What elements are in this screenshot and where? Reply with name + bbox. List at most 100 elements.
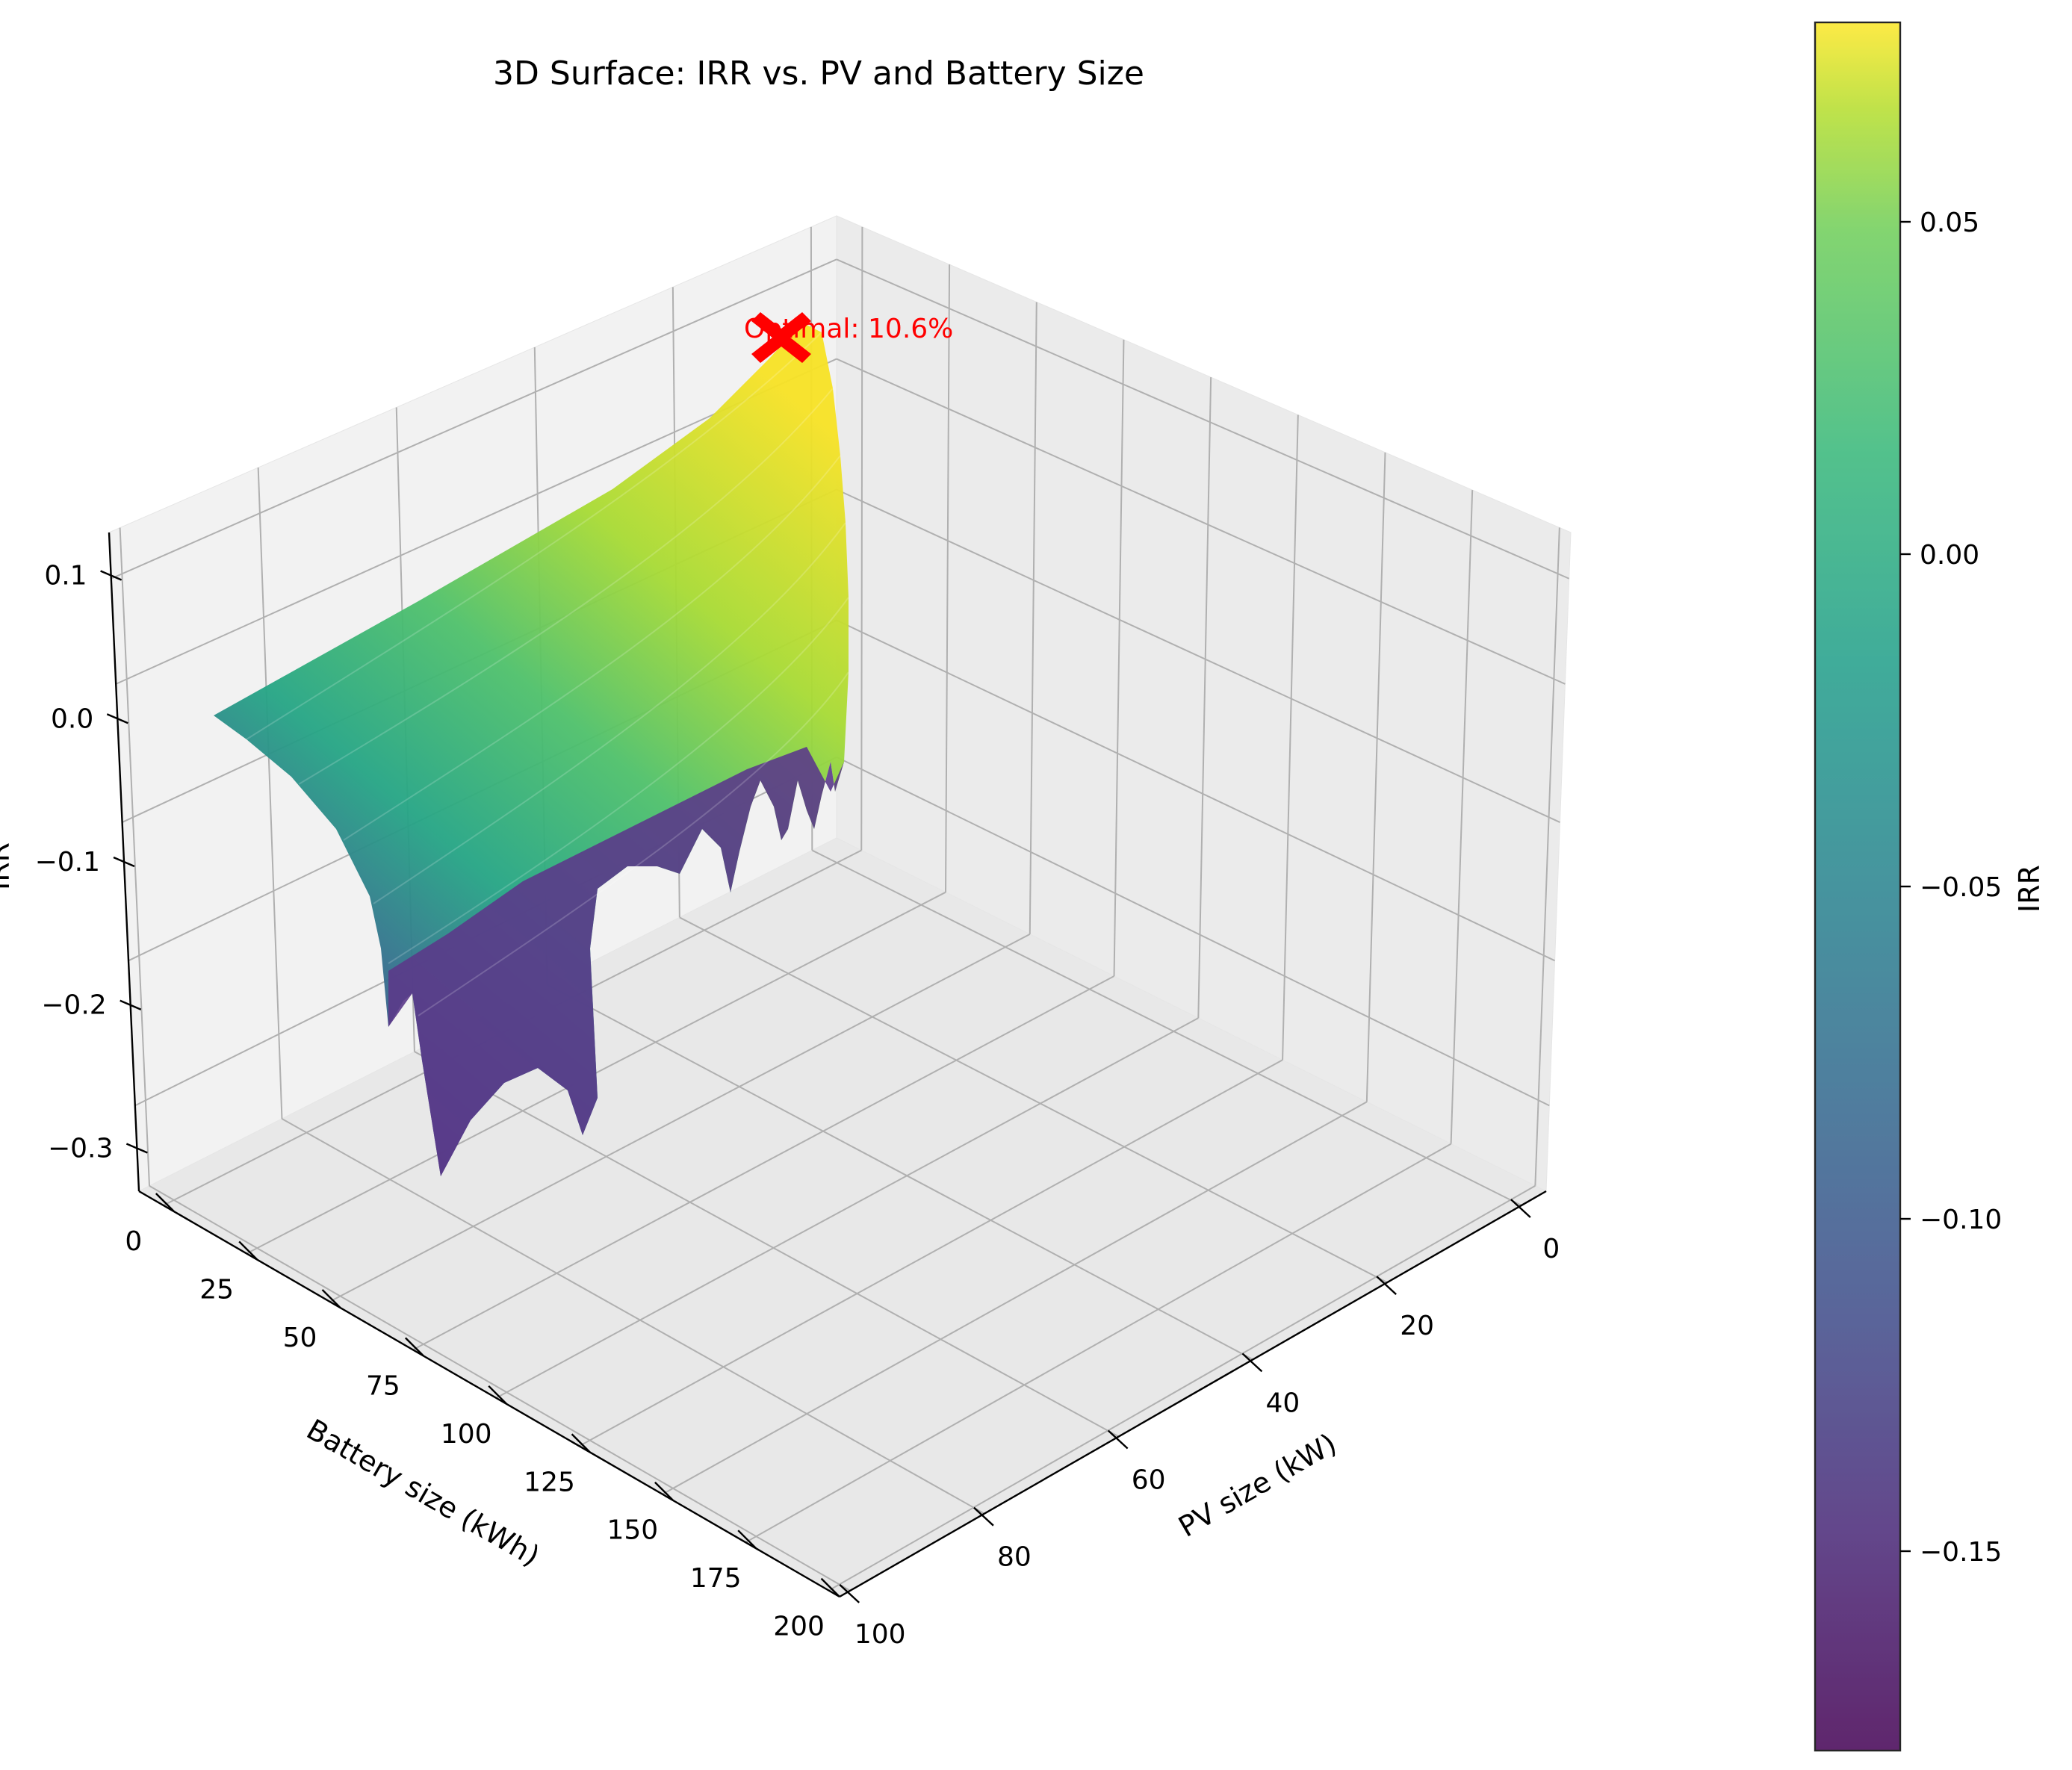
optimum-marker: Optimal: 10.6% <box>744 312 953 363</box>
battery-gridline <box>860 226 863 851</box>
pv-gridline <box>149 1185 851 1592</box>
battery-gridline <box>1365 452 1386 1102</box>
z-tick-mark <box>113 856 135 868</box>
battery-gridline <box>745 1143 1452 1544</box>
surface-front-drop <box>388 747 844 1176</box>
battery-axis-label: Battery size (kWh) <box>301 1413 545 1573</box>
colorbar: 0.05 0.00 −0.05 −0.10 −0.15 IRR <box>1814 21 2046 1752</box>
rib <box>388 597 849 964</box>
surface-mesh <box>214 323 849 1176</box>
z-gridline <box>836 756 1550 1107</box>
z-tick-label: 0.1 <box>44 561 87 591</box>
surface-ribs <box>246 332 849 1016</box>
pv-gridline <box>546 984 1253 1361</box>
colorbar-tick-label: −0.15 <box>1920 1537 2002 1568</box>
battery-gridline <box>1197 377 1212 1019</box>
battery-gridline <box>1282 414 1299 1061</box>
battery-tick-label: 100 <box>441 1419 492 1450</box>
optimum-x-icon <box>751 312 811 363</box>
z-gridline <box>836 488 1560 823</box>
battery-tick-label: 175 <box>690 1563 742 1594</box>
battery-tick-label: 200 <box>773 1612 825 1642</box>
battery-tick-label: 150 <box>607 1515 659 1546</box>
battery-axis-ticks: 0 25 50 75 100 125 150 175 200 <box>125 1193 840 1642</box>
rib <box>298 388 834 785</box>
pv-tick-label: 0 <box>1542 1234 1560 1264</box>
z-tick-mark <box>106 713 128 724</box>
pv-tick-mark <box>839 1583 860 1603</box>
pv-tick-label: 40 <box>1266 1388 1300 1418</box>
battery-gridline <box>828 1184 1536 1592</box>
pv-gridline <box>811 849 1522 1206</box>
colorbar-tick-label: −0.10 <box>1920 1205 2002 1235</box>
battery-gridline <box>579 1059 1283 1447</box>
pv-tick-mark <box>1510 1199 1531 1218</box>
z-gridline <box>836 619 1555 962</box>
z-tick-label: 0.0 <box>51 704 93 734</box>
pv-tick-label: 20 <box>1400 1311 1434 1341</box>
pv-tick-mark <box>973 1506 994 1527</box>
irr-surface <box>214 323 849 1176</box>
colorbar-tick-label: 0.00 <box>1920 540 1979 571</box>
battery-tick-label: 75 <box>366 1370 400 1401</box>
pv-gridline <box>119 527 151 1186</box>
colorbar-tick-label: −0.05 <box>1920 872 2002 903</box>
battery-tick-label: 25 <box>199 1274 234 1305</box>
pv-gridline <box>281 1118 985 1515</box>
pv-tick-mark <box>1376 1276 1397 1296</box>
colorbar-gradient <box>1814 21 1902 1752</box>
battery-gridline <box>1450 490 1474 1144</box>
z-axis-ticks: −0.3 −0.2 −0.1 0.0 0.1 <box>35 561 148 1164</box>
battery-tick-mark <box>820 1577 840 1597</box>
z-tick-label: −0.3 <box>48 1133 113 1164</box>
battery-gridline <box>495 1017 1199 1399</box>
pv-tick-label: 60 <box>1132 1465 1166 1496</box>
rib <box>373 522 846 904</box>
axes-panes <box>108 215 1572 1597</box>
battery-tick-mark <box>654 1481 674 1501</box>
pv-tick-mark <box>1241 1353 1263 1373</box>
battery-gridline <box>329 933 1031 1302</box>
pv-tick-label: 100 <box>854 1619 906 1650</box>
pv-axis-ticks: 0 20 40 60 80 100 <box>839 1199 1560 1650</box>
battery-gridline <box>1113 339 1125 977</box>
pv-tick-mark <box>1107 1429 1129 1450</box>
chart-title: 3D Surface: IRR vs. PV and Battery Size <box>493 55 1144 93</box>
z-tick-mark <box>120 999 142 1010</box>
optimum-annotation: Optimal: 10.6% <box>744 314 953 344</box>
battery-tick-mark <box>571 1433 591 1453</box>
battery-tick-mark <box>488 1385 508 1405</box>
x-axis-line <box>839 1190 1547 1598</box>
rib <box>343 455 841 841</box>
battery-tick-label: 0 <box>125 1226 142 1257</box>
z-gridline <box>111 258 837 580</box>
pv-tick-label: 80 <box>997 1542 1032 1573</box>
pv-gridline <box>679 916 1388 1284</box>
battery-tick-mark <box>155 1193 175 1212</box>
z-tick-label: −0.1 <box>35 847 100 878</box>
battery-tick-label: 125 <box>524 1467 575 1497</box>
z-gridline <box>836 258 1570 580</box>
pv-gridline <box>257 468 283 1120</box>
irr-axis-label: IRR <box>0 842 16 890</box>
rib <box>246 332 822 740</box>
pv-gridline <box>414 1051 1120 1438</box>
battery-tick-mark <box>737 1530 757 1550</box>
battery-tick-mark <box>405 1337 424 1357</box>
colorbar-ticks: 0.05 0.00 −0.05 −0.10 −0.15 <box>1900 208 2002 1568</box>
battery-gridline <box>662 1101 1368 1495</box>
z-tick-mark <box>125 1143 148 1154</box>
colorbar-label: IRR <box>2013 865 2046 913</box>
battery-gridline <box>1029 302 1037 934</box>
battery-gridline <box>412 975 1115 1351</box>
battery-tick-label: 50 <box>283 1323 317 1353</box>
battery-gridline <box>945 264 951 892</box>
battery-gridline <box>1534 527 1560 1186</box>
colorbar-tick-label: 0.05 <box>1920 208 1979 238</box>
rib <box>418 671 849 1016</box>
z-gridline <box>836 358 1566 685</box>
z-tick-label: −0.2 <box>41 990 106 1021</box>
pv-axis-label: PV size (kW) <box>1173 1427 1341 1544</box>
z-tick-mark <box>100 570 122 581</box>
